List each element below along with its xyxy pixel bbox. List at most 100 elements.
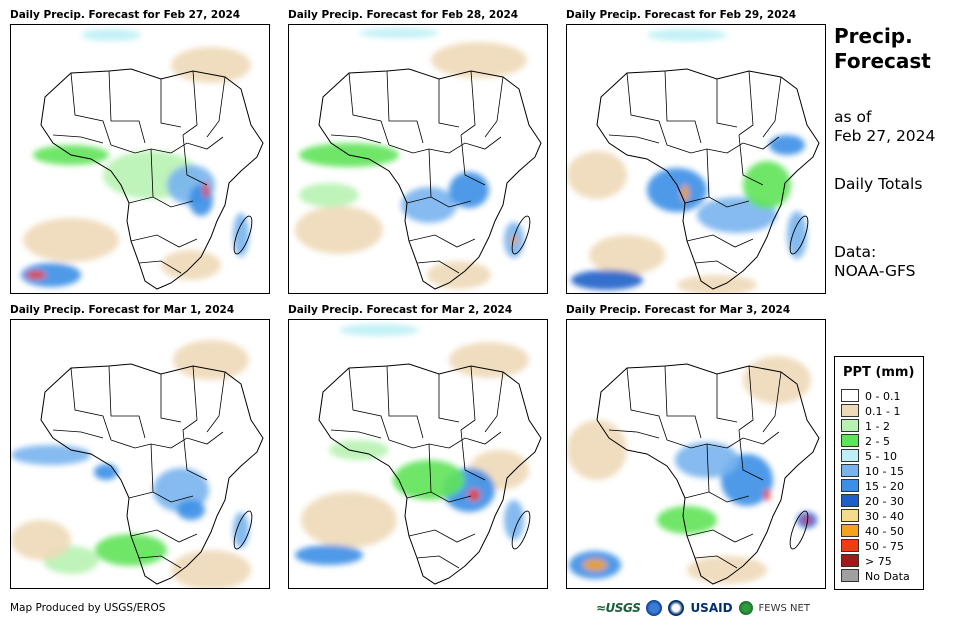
country-border xyxy=(348,367,390,441)
legend-swatch xyxy=(841,434,859,447)
precip-patch xyxy=(203,182,209,198)
legend-item: 2 - 5 xyxy=(841,434,890,448)
legend-label: 15 - 20 xyxy=(865,480,904,493)
data-source-value: NOAA-GFS xyxy=(834,262,916,280)
legend-item: 40 - 50 xyxy=(841,524,904,538)
precip-patch xyxy=(94,464,118,480)
country-border xyxy=(110,439,172,449)
legend-label: 1 - 2 xyxy=(865,420,890,433)
as-of-value: Feb 27, 2024 xyxy=(834,127,936,145)
precip-patch xyxy=(95,534,167,566)
legend-item: 50 - 75 xyxy=(841,539,904,553)
country-border xyxy=(138,260,182,274)
forecast-map xyxy=(288,319,548,589)
as-of-date: as of Feb 27, 2024 xyxy=(834,108,935,146)
africa-coastline xyxy=(40,363,264,585)
legend-swatch xyxy=(841,524,859,537)
precip-patch xyxy=(161,250,221,280)
precip-patch xyxy=(431,42,527,78)
country-border xyxy=(686,234,754,248)
precip-patch xyxy=(23,218,119,262)
country-border xyxy=(70,367,112,441)
legend-swatch xyxy=(841,554,859,567)
country-border xyxy=(694,260,738,274)
country-border xyxy=(428,443,432,493)
country-border xyxy=(626,367,668,441)
legend-label: 2 - 5 xyxy=(865,435,890,448)
fews-net-logo: FEWS NET xyxy=(758,602,810,614)
sidebar-title-line2: Forecast xyxy=(834,49,931,73)
precip-patch xyxy=(21,263,81,287)
legend-item: 0.1 - 1 xyxy=(841,404,900,418)
precip-patch xyxy=(299,183,359,207)
partner-logos: ≈USGS USAID FEWS NET xyxy=(596,598,810,618)
precip-patch xyxy=(567,420,627,480)
country-border xyxy=(406,196,472,208)
country-border xyxy=(160,374,182,423)
country-border xyxy=(386,70,424,144)
country-border xyxy=(706,443,710,493)
country-border xyxy=(428,148,432,198)
precip-patch xyxy=(583,559,607,571)
country-border xyxy=(150,148,154,198)
country-border xyxy=(182,70,198,136)
precip-patch xyxy=(233,213,249,257)
forecast-map xyxy=(10,24,270,294)
panel-title: Daily Precip. Forecast for Feb 27, 2024 xyxy=(10,9,241,21)
legend-item: 20 - 30 xyxy=(841,494,904,508)
country-border xyxy=(694,555,738,569)
country-border xyxy=(460,134,486,186)
legend-swatch xyxy=(841,389,859,402)
legend-swatch xyxy=(841,539,859,552)
panel-title: Daily Precip. Forecast for Feb 29, 2024 xyxy=(566,9,797,21)
country-border xyxy=(416,555,460,569)
legend-item: 15 - 20 xyxy=(841,479,904,493)
country-border xyxy=(330,134,382,144)
precip-patch xyxy=(803,517,811,523)
precip-patch xyxy=(675,442,739,478)
africa-coastline xyxy=(40,68,264,290)
country-border xyxy=(406,491,472,503)
legend-swatch xyxy=(841,404,859,417)
precip-field xyxy=(21,29,251,287)
country-border xyxy=(460,429,486,481)
country-border xyxy=(408,529,476,543)
precip-patch xyxy=(11,520,71,560)
africa-map xyxy=(567,356,820,585)
forecast-map xyxy=(10,319,270,589)
africa-map xyxy=(295,28,542,290)
africa-coastline xyxy=(318,68,542,290)
precip-patch xyxy=(647,168,707,212)
country-border xyxy=(686,529,754,543)
precip-patch xyxy=(681,185,689,201)
country-border xyxy=(666,144,728,154)
country-border xyxy=(738,70,754,136)
precip-patch xyxy=(468,489,480,501)
panel-title: Daily Precip. Forecast for Mar 2, 2024 xyxy=(288,304,513,316)
country-border xyxy=(108,365,146,439)
country-border xyxy=(626,72,668,146)
country-border xyxy=(684,491,750,503)
legend-item: 10 - 15 xyxy=(841,464,904,478)
precip-patch xyxy=(787,211,807,259)
legend-swatch xyxy=(841,479,859,492)
forecast-map xyxy=(288,24,548,294)
precip-patch xyxy=(177,500,205,520)
precip-patch xyxy=(359,28,439,38)
precip-field xyxy=(295,324,529,565)
country-border xyxy=(128,491,194,503)
country-border xyxy=(182,429,208,481)
legend-label: 0.1 - 1 xyxy=(865,405,901,418)
country-border xyxy=(160,79,182,128)
precip-patch xyxy=(571,270,643,290)
country-border xyxy=(206,76,226,138)
madagascar-outline xyxy=(511,510,531,550)
sidebar-title-line1: Precip. xyxy=(834,24,913,48)
precip-patch xyxy=(764,489,770,501)
sidebar-title: Precip. Forecast xyxy=(834,24,931,74)
country-border xyxy=(388,144,450,154)
precip-field xyxy=(11,340,251,588)
legend-label: 30 - 40 xyxy=(865,510,904,523)
precip-patch xyxy=(301,492,397,548)
country-border xyxy=(170,136,224,154)
